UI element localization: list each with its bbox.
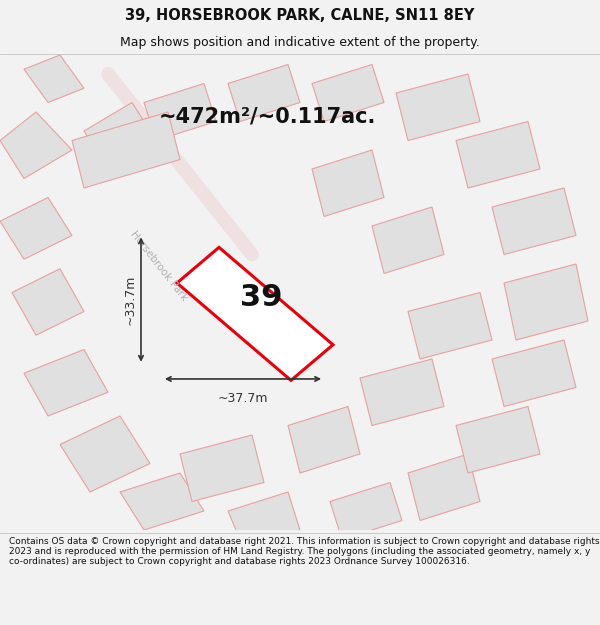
Polygon shape [312, 64, 384, 121]
Polygon shape [372, 207, 444, 274]
Polygon shape [120, 473, 204, 530]
Polygon shape [177, 248, 333, 381]
Polygon shape [84, 102, 156, 169]
Polygon shape [180, 435, 264, 501]
Text: ~33.7m: ~33.7m [124, 274, 137, 325]
Polygon shape [312, 150, 384, 216]
Polygon shape [396, 74, 480, 141]
Polygon shape [456, 121, 540, 188]
Polygon shape [288, 406, 360, 473]
Polygon shape [12, 269, 84, 335]
Text: ~37.7m: ~37.7m [218, 392, 268, 405]
Text: 39, HORSEBROOK PARK, CALNE, SN11 8EY: 39, HORSEBROOK PARK, CALNE, SN11 8EY [125, 8, 475, 23]
Polygon shape [408, 292, 492, 359]
Polygon shape [72, 112, 180, 188]
Polygon shape [60, 416, 150, 492]
Polygon shape [492, 188, 576, 254]
Polygon shape [24, 55, 84, 102]
Polygon shape [504, 264, 588, 340]
Polygon shape [228, 492, 300, 539]
Polygon shape [456, 406, 540, 473]
Text: 39: 39 [240, 282, 282, 312]
Polygon shape [144, 84, 216, 141]
Text: Contains OS data © Crown copyright and database right 2021. This information is : Contains OS data © Crown copyright and d… [9, 537, 599, 566]
Text: Map shows position and indicative extent of the property.: Map shows position and indicative extent… [120, 36, 480, 49]
Polygon shape [330, 482, 402, 539]
Polygon shape [492, 340, 576, 406]
Polygon shape [24, 349, 108, 416]
Polygon shape [408, 454, 480, 521]
Polygon shape [0, 112, 72, 179]
Text: ~472m²/~0.117ac.: ~472m²/~0.117ac. [158, 107, 376, 127]
Polygon shape [228, 64, 300, 121]
Polygon shape [360, 359, 444, 426]
Text: Horsebrook Park: Horsebrook Park [128, 229, 190, 303]
Polygon shape [0, 198, 72, 259]
